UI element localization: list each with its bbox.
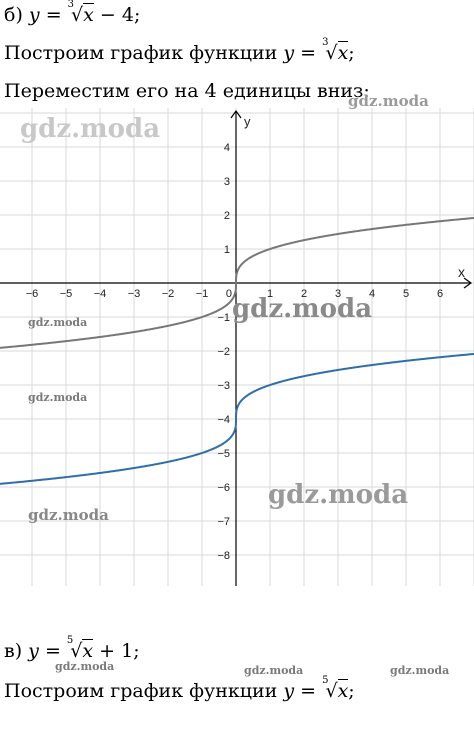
watermark: gdz.moda (268, 480, 409, 510)
cube-root: 3√x (67, 0, 94, 26)
tail: ; (348, 680, 355, 702)
line-build-graph-2: Построим график функции y = 5√x; (4, 674, 355, 702)
watermark: gdz.moda (348, 92, 429, 110)
x-tick-label: −5 (60, 288, 73, 300)
x-tick-label: 5 (403, 288, 409, 300)
x-axis-label: x (458, 264, 465, 280)
formula-tail: − 4; (99, 4, 141, 26)
x-tick-label: −4 (94, 288, 107, 300)
watermark: gdz.moda (232, 294, 373, 324)
cube-root: 3√x (322, 36, 349, 64)
function-graph: x y −6 −5 −4 −3 −2 −1 1 2 3 4 5 6 4 3 2 1 −1 −2 −3 −4 −5 −6 −7 −8… (0, 108, 474, 586)
formula-eq: = (300, 42, 317, 64)
y-tick-label: 3 (224, 176, 230, 188)
root-index: 3 (322, 36, 329, 48)
part-label: б) (4, 4, 23, 26)
y-tick-label: 4 (224, 142, 230, 154)
y-tick-label: 1 (224, 244, 230, 256)
watermark: gdz.moda (20, 114, 161, 144)
formula-y: y (283, 680, 295, 702)
x-tick-label: 3 (335, 288, 341, 300)
x-tick-label: −3 (128, 288, 141, 300)
tick-labels: x y −6 −5 −4 −3 −2 −1 1 2 3 4 5 6 4 3 2 1 −1 −2 −3 −4 −5 −6 −7 −8… (26, 114, 465, 562)
curves (0, 216, 474, 485)
radicand: x (337, 41, 349, 64)
formula-eq: = (45, 4, 62, 26)
watermark: gdz.moda (55, 660, 115, 673)
watermark: gdz.moda (28, 391, 88, 404)
root-index: 5 (322, 674, 329, 686)
formula-eq: = (300, 680, 317, 702)
formula-y: y (283, 42, 295, 64)
root-index: 3 (67, 0, 75, 10)
y-tick-label: −3 (217, 380, 230, 392)
radicand: x (83, 3, 94, 26)
origin-label: 0 (226, 288, 232, 300)
line-build-graph-1: Построим график функции y = 3√x; (4, 36, 355, 64)
text: Построим график функции (4, 680, 278, 702)
y-tick-label: −4 (217, 414, 230, 426)
line-part-b: б) y = 3√x − 4; (4, 0, 141, 26)
line-shift-down: Переместим его на 4 единицы вниз: (4, 80, 370, 102)
curve-cbrt-minus-4 (0, 352, 474, 485)
formula-eq: = (44, 640, 61, 662)
watermark: gdz.moda (390, 664, 450, 677)
x-tick-label: 2 (301, 288, 307, 300)
radicand: x (337, 679, 349, 702)
x-tick-label: −1 (196, 288, 209, 300)
line-part-v: в) y = 5√x + 1; (4, 634, 140, 662)
x-tick-label: 1 (267, 288, 273, 300)
watermark: gdz.moda (28, 316, 88, 329)
text: Построим график функции (4, 42, 278, 64)
y-tick-label: 2 (224, 210, 230, 222)
radicand: x (82, 639, 94, 662)
x-axis-arrow (463, 277, 473, 289)
y-tick-label: −5 (217, 448, 230, 460)
watermark: gdz.moda (244, 664, 304, 677)
y-tick-label: −6 (217, 482, 230, 494)
fifth-root: 5√x (66, 634, 94, 662)
watermark: gdz.moda (28, 506, 109, 524)
part-label: в) (4, 640, 23, 662)
x-tick-label: −2 (162, 288, 175, 300)
y-tick-label: −7 (217, 516, 230, 528)
y-axis-arrow (230, 109, 242, 119)
curve-cbrt (0, 216, 474, 349)
tail: ; (348, 42, 355, 64)
y-tick-label: −2 (217, 346, 230, 358)
fifth-root: 5√x (322, 674, 349, 702)
root-index: 5 (66, 634, 74, 646)
formula-y: y (28, 640, 39, 662)
y-tick-label: −8 (217, 550, 230, 562)
formula-tail: + 1; (99, 640, 140, 662)
y-axis-label: y (244, 114, 251, 129)
x-tick-label: 4 (369, 288, 375, 300)
y-tick-label: −1 (217, 312, 230, 324)
formula-y: y (28, 4, 40, 26)
x-tick-label: 6 (437, 288, 443, 300)
x-tick-label: −6 (26, 288, 39, 300)
